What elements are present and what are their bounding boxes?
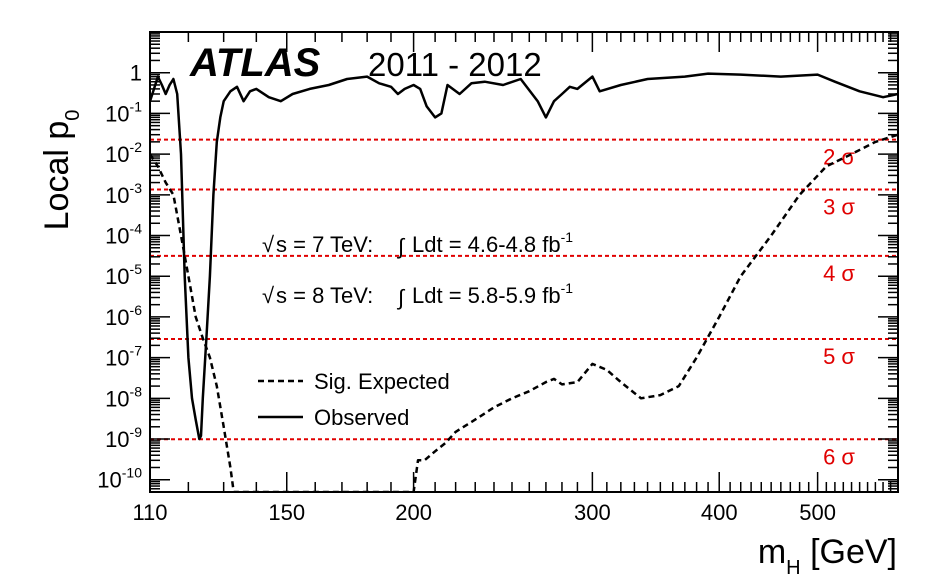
x-tick-label: 110: [132, 500, 167, 525]
sigma-label: 6 σ: [823, 444, 855, 469]
x-axis-title-main: m: [758, 533, 786, 571]
annotation-8tev-text: s = 8 TeV:: [276, 283, 373, 308]
x-tick-label: 300: [574, 500, 611, 525]
y-tick-base: 10: [105, 101, 129, 126]
y-tick-base: 10: [105, 224, 129, 249]
y-tick-label: 10-4: [105, 221, 142, 249]
integral-sign-icon: ∫: [396, 234, 406, 259]
x-axis-title: mH [GeV]: [758, 533, 897, 579]
y-tick-label: 10-7: [105, 343, 142, 371]
sqrt-sign-icon: √: [262, 232, 275, 257]
y-tick-label: 10-5: [105, 261, 142, 289]
curves: [150, 72, 898, 492]
y-tick-label: 10-10: [97, 465, 142, 493]
annotation-7tev-lumi-exp: -1: [561, 229, 574, 245]
annotation-8tev-lumi: Ldt = 5.8-5.9 fb-1: [412, 280, 573, 308]
y-tick-base: 1: [130, 61, 142, 86]
annotation-7tev-text: s = 7 TeV:: [276, 232, 373, 257]
y-tick-exp: -6: [130, 302, 143, 318]
sigma-label: 4 σ: [823, 261, 855, 286]
y-tick-exp: -3: [130, 180, 143, 196]
y-tick-exp: -9: [130, 424, 143, 440]
y-tick-labels: 110-110-210-310-410-510-610-710-810-910-…: [97, 61, 142, 493]
axis-ticks: [149, 31, 899, 492]
x-axis-title-sub: H: [786, 557, 800, 579]
series-sig-expected: [150, 133, 898, 492]
y-tick-base: 10: [105, 142, 129, 167]
y-tick-base: 10: [105, 427, 129, 452]
x-tick-label: 400: [701, 500, 738, 525]
annotation-8tev: √ s = 8 TeV: ∫ Ldt = 5.8-5.9 fb-1: [262, 280, 573, 310]
y-tick-exp: -8: [130, 383, 143, 399]
y-tick-label: 10-2: [105, 139, 142, 167]
x-tick-label: 500: [799, 500, 836, 525]
y-axis-title-main: Local p: [38, 121, 76, 231]
y-tick-base: 10: [105, 264, 129, 289]
sigma-label: 5 σ: [823, 344, 855, 369]
y-axis-title: Local p0: [38, 110, 84, 231]
y-tick-base: 10: [105, 386, 129, 411]
sigma-lines: 2 σ 3 σ 4 σ 5 σ 6 σ: [150, 138, 898, 469]
y-tick-base: 10: [105, 346, 129, 371]
y-tick-base: 10: [105, 183, 129, 208]
x-axis-title-unit: [GeV]: [801, 533, 897, 571]
y-tick-label: 10-6: [105, 302, 142, 330]
series-observed: [150, 72, 898, 441]
plot-frame: [149, 31, 899, 493]
y-tick-base: 10: [97, 468, 121, 493]
annotation-8tev-lumi-text: Ldt = 5.8-5.9 fb: [412, 283, 561, 308]
y-tick-label: 10-8: [105, 383, 142, 411]
sigma-label: 2 σ: [823, 145, 855, 170]
legend: Sig. Expected Observed: [258, 369, 450, 430]
years-label: 2011 - 2012: [368, 46, 542, 83]
y-tick-label: 10-9: [105, 424, 142, 452]
y-tick-exp: -10: [122, 465, 142, 481]
legend-label-observed: Observed: [314, 405, 409, 430]
y-tick-exp: -4: [130, 221, 143, 237]
x-tick-label: 150: [268, 500, 305, 525]
y-tick-base: 10: [105, 305, 129, 330]
y-tick-exp: -2: [130, 139, 143, 155]
sigma-label: 3 σ: [823, 195, 855, 220]
x-tick-label: 200: [395, 500, 432, 525]
integral-sign-icon: ∫: [396, 285, 406, 310]
y-tick-exp: -7: [130, 343, 143, 359]
annotation-7tev-lumi: Ldt = 4.6-4.8 fb-1: [412, 229, 573, 257]
x-tick-labels: 110 150 200 300 400 500: [132, 500, 836, 525]
y-tick-exp: -1: [130, 98, 143, 114]
y-tick-exp: -5: [130, 261, 143, 277]
y-axis-title-sub: 0: [62, 110, 84, 121]
annotation-7tev: √ s = 7 TeV: ∫ Ldt = 4.6-4.8 fb-1: [262, 229, 573, 259]
y-tick-label: 1: [130, 61, 142, 86]
y-tick-label: 10-1: [105, 98, 142, 126]
annotation-8tev-lumi-exp: -1: [561, 280, 574, 296]
y-tick-label: 10-3: [105, 180, 142, 208]
atlas-label: ATLAS: [189, 41, 321, 85]
legend-label-expected: Sig. Expected: [314, 369, 450, 394]
annotation-7tev-lumi-text: Ldt = 4.6-4.8 fb: [412, 232, 561, 257]
sqrt-sign-icon: √: [262, 283, 275, 308]
